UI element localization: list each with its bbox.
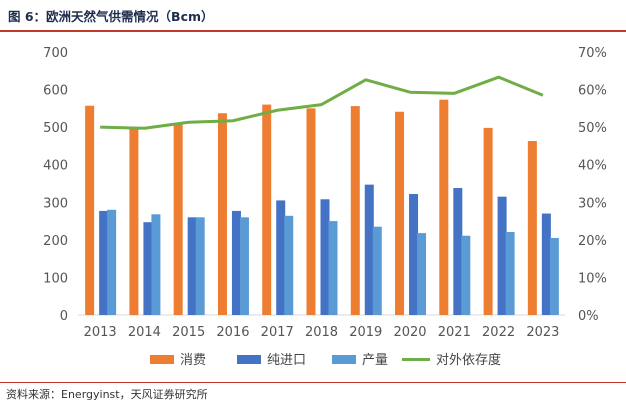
bar-纯进口-2013 — [99, 210, 109, 315]
y-right-tick-label: 20% — [578, 234, 607, 249]
y-right-tick-label: 10% — [578, 271, 607, 286]
source-note: 资料来源：Energyinst，天风证券研究所 — [6, 388, 208, 401]
bar-纯进口-2014 — [143, 222, 153, 315]
bar-纯进口-2021 — [453, 188, 463, 315]
bar-纯进口-2023 — [541, 213, 551, 315]
legend-label-消费: 消费 — [180, 353, 206, 368]
y-left-tick-label: 600 — [43, 84, 68, 99]
x-tick-label: 2023 — [526, 325, 559, 340]
x-tick-label: 2019 — [349, 325, 382, 340]
bar-产量-2021 — [461, 235, 471, 315]
bar-纯进口-2020 — [409, 194, 419, 315]
x-tick-label: 2021 — [438, 325, 471, 340]
bar-消费-2022 — [483, 127, 493, 315]
x-tick-label: 2017 — [261, 325, 294, 340]
bar-消费-2023 — [527, 141, 537, 315]
x-tick-label: 2022 — [482, 325, 515, 340]
x-axis: 2013 2014 2015 2016 2017 2018 2019 2020 2021 2022… — [84, 325, 560, 340]
y-right-tick-label: 60% — [578, 84, 607, 99]
x-tick-label: 2015 — [172, 325, 205, 340]
bar-纯进口-2016 — [231, 210, 241, 315]
y-left-tick-label: 0 — [60, 309, 68, 324]
bar-产量-2023 — [549, 237, 559, 315]
bar-消费-2013 — [85, 105, 95, 315]
y-left-tick-label: 300 — [43, 196, 68, 211]
legend: 消费 纯进口 产量 对外依存度 — [150, 352, 501, 368]
legend-swatch-纯进口 — [237, 355, 261, 364]
bar-消费-2016 — [217, 113, 227, 316]
bar-消费-2019 — [350, 106, 360, 315]
figure-title: 图 6：欧洲天然气供需情况（Bcm） — [8, 9, 214, 24]
y-left-tick-label: 100 — [43, 271, 68, 286]
bar-产量-2022 — [505, 231, 515, 315]
bar-产量-2016 — [239, 217, 249, 315]
bar-产量-2019 — [372, 226, 382, 315]
x-tick-label: 2013 — [84, 325, 117, 340]
dependency-line — [100, 75, 544, 130]
x-tick-label: 2020 — [393, 325, 426, 340]
bar-产量-2015 — [195, 217, 205, 315]
legend-swatch-产量 — [332, 355, 356, 364]
x-tick-label: 2018 — [305, 325, 338, 340]
y-right-axis: 0% 10% 20% 30% 40% 50% 60% 70% — [578, 46, 607, 324]
y-left-tick-label: 200 — [43, 234, 68, 249]
legend-label-产量: 产量 — [362, 353, 388, 368]
y-right-tick-label: 0% — [578, 309, 599, 324]
y-right-tick-label: 30% — [578, 196, 607, 211]
y-right-tick-label: 40% — [578, 159, 607, 174]
bar-纯进口-2015 — [187, 217, 197, 315]
bar-纯进口-2017 — [276, 200, 286, 315]
legend-swatch-消费 — [150, 355, 174, 364]
bar-产量-2020 — [417, 233, 427, 315]
dependency-line-series — [100, 75, 544, 130]
y-right-tick-label: 70% — [578, 46, 607, 61]
y-left-tick-label: 400 — [43, 159, 68, 174]
bar-消费-2015 — [173, 124, 183, 316]
bars — [85, 99, 559, 316]
y-left-tick-label: 700 — [43, 46, 68, 61]
bar-消费-2014 — [129, 129, 139, 315]
bar-产量-2018 — [328, 221, 338, 315]
bar-消费-2020 — [395, 111, 405, 315]
title-rule — [0, 30, 626, 32]
y-left-tick-label: 500 — [43, 121, 68, 136]
source-rule — [0, 382, 626, 383]
y-right-tick-label: 50% — [578, 121, 607, 136]
y-left-axis: 0 100 200 300 400 500 600 700 — [43, 46, 68, 324]
bar-纯进口-2018 — [320, 199, 330, 315]
bar-产量-2013 — [107, 209, 117, 315]
x-tick-label: 2014 — [128, 325, 161, 340]
bar-消费-2021 — [439, 99, 449, 315]
x-tick-label: 2016 — [216, 325, 249, 340]
bar-纯进口-2022 — [497, 196, 507, 315]
bar-消费-2017 — [262, 104, 272, 315]
bar-产量-2014 — [151, 214, 161, 315]
bar-产量-2017 — [284, 215, 294, 315]
legend-label-纯进口: 纯进口 — [267, 353, 306, 368]
bar-纯进口-2019 — [364, 184, 374, 315]
legend-label-对外依存度: 对外依存度 — [436, 352, 501, 368]
bar-消费-2018 — [306, 108, 316, 315]
